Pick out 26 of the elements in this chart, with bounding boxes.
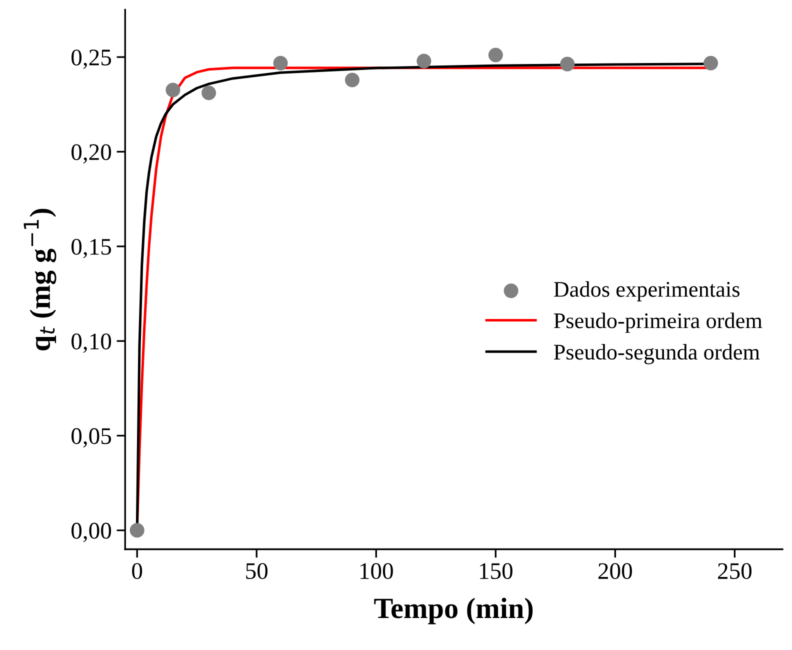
point xyxy=(416,54,432,68)
y-tick-label: 0,20 xyxy=(72,144,112,164)
x-tick-label: 100 xyxy=(360,563,393,580)
point xyxy=(704,56,718,70)
point xyxy=(560,56,575,72)
x-tick-label: 150 xyxy=(480,563,512,580)
legend-label: Pseudo-primeira ordem xyxy=(554,312,762,333)
y-tick-label: 0,15 xyxy=(72,238,112,258)
y-tick-label: 0,10 xyxy=(72,334,112,353)
y-axis-title: q$_{t}$ (mg g$^{−1}$) xyxy=(24,208,56,350)
y-tick-label: 0,25 xyxy=(72,50,112,69)
point xyxy=(273,56,288,70)
x-tick-label: 0 xyxy=(132,563,142,580)
y-tick-label: 0,00 xyxy=(72,522,112,542)
point xyxy=(344,72,360,88)
point xyxy=(166,82,180,98)
x-axis-title: Tempo (min) xyxy=(374,598,533,624)
legend-label: Pseudo-segunda ordem xyxy=(554,344,760,364)
x-tick-label: 250 xyxy=(718,563,752,580)
legend-label: Dados experimentais xyxy=(554,281,740,302)
x-tick-label: 50 xyxy=(246,563,268,580)
x-tick-label: 200 xyxy=(598,563,632,580)
point xyxy=(488,48,503,62)
point xyxy=(130,523,144,538)
point xyxy=(202,86,216,100)
y-tick-label: 0,05 xyxy=(72,428,112,448)
